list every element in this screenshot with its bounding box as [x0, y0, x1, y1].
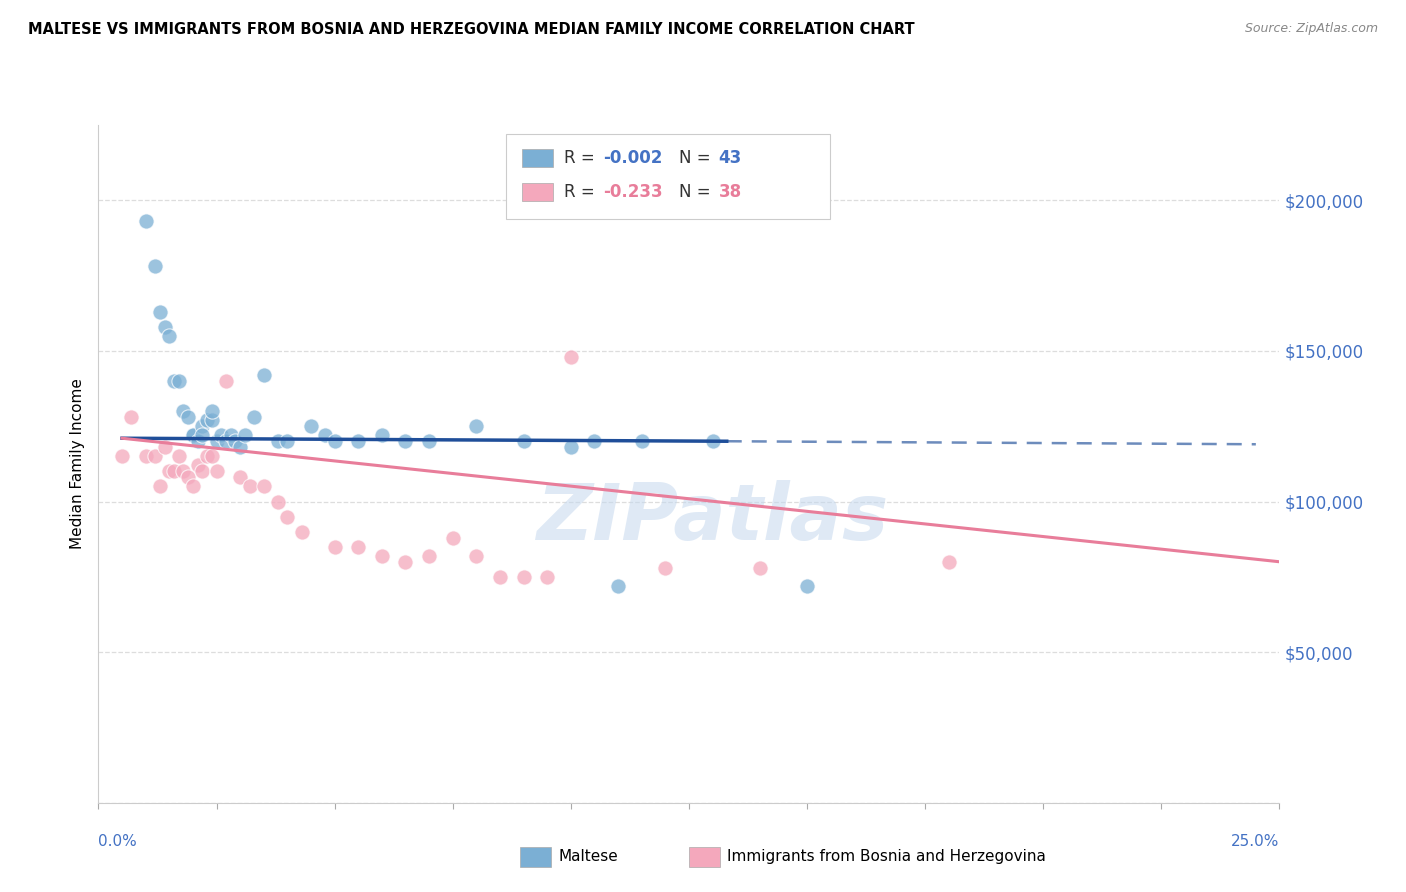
Point — [560, 350, 582, 364]
Point — [560, 440, 582, 454]
Point — [181, 428, 204, 442]
Point — [441, 531, 464, 545]
Text: 43: 43 — [718, 149, 742, 167]
Point — [163, 374, 186, 388]
Point — [239, 479, 262, 493]
Point — [607, 579, 630, 593]
Point — [177, 410, 200, 425]
Text: N =: N = — [679, 183, 716, 201]
Text: ZIPatlas: ZIPatlas — [537, 480, 889, 556]
Point — [702, 434, 724, 449]
Point — [143, 450, 166, 464]
Point — [205, 434, 228, 449]
Point — [465, 419, 488, 434]
Point — [512, 570, 534, 584]
Point — [163, 464, 186, 478]
Point — [243, 410, 266, 425]
Point — [267, 434, 290, 449]
Point — [394, 434, 416, 449]
Point — [195, 450, 218, 464]
Point — [465, 549, 488, 563]
Point — [347, 540, 370, 554]
Text: N =: N = — [679, 149, 716, 167]
Point — [111, 450, 134, 464]
Point — [187, 458, 209, 473]
Text: Maltese: Maltese — [558, 849, 617, 863]
Point — [143, 260, 166, 274]
Point — [181, 479, 204, 493]
Point — [187, 434, 209, 449]
Text: 38: 38 — [718, 183, 741, 201]
Text: -0.233: -0.233 — [603, 183, 662, 201]
Point — [748, 561, 770, 575]
Text: R =: R = — [564, 183, 600, 201]
Point — [157, 328, 180, 343]
Point — [167, 450, 190, 464]
Point — [201, 413, 224, 427]
Point — [654, 561, 676, 575]
Point — [418, 549, 440, 563]
Point — [796, 579, 818, 593]
Point — [219, 428, 242, 442]
Point — [276, 434, 298, 449]
Text: Immigrants from Bosnia and Herzegovina: Immigrants from Bosnia and Herzegovina — [727, 849, 1046, 863]
Point — [314, 428, 336, 442]
Point — [583, 434, 606, 449]
Point — [229, 470, 252, 484]
Point — [149, 304, 172, 318]
Point — [290, 524, 312, 539]
Point — [153, 440, 176, 454]
Point — [167, 374, 190, 388]
Text: MALTESE VS IMMIGRANTS FROM BOSNIA AND HERZEGOVINA MEDIAN FAMILY INCOME CORRELATI: MALTESE VS IMMIGRANTS FROM BOSNIA AND HE… — [28, 22, 915, 37]
Point — [371, 549, 394, 563]
Point — [149, 479, 172, 493]
Point — [347, 434, 370, 449]
Point — [205, 464, 228, 478]
Text: R =: R = — [564, 149, 600, 167]
Point — [191, 419, 214, 434]
Point — [233, 428, 256, 442]
Point — [172, 464, 194, 478]
Point — [209, 428, 232, 442]
Point — [201, 450, 224, 464]
Point — [536, 570, 558, 584]
Point — [630, 434, 652, 449]
Point — [177, 470, 200, 484]
Point — [181, 428, 204, 442]
Text: 25.0%: 25.0% — [1232, 834, 1279, 849]
Point — [201, 404, 224, 418]
Point — [267, 494, 290, 508]
Point — [195, 413, 218, 427]
Point — [153, 319, 176, 334]
Point — [418, 434, 440, 449]
Point — [157, 464, 180, 478]
Point — [135, 214, 157, 228]
Point — [224, 434, 246, 449]
Text: -0.002: -0.002 — [603, 149, 662, 167]
Point — [191, 464, 214, 478]
Point — [191, 428, 214, 442]
Point — [371, 428, 394, 442]
Y-axis label: Median Family Income: Median Family Income — [70, 378, 86, 549]
Point — [229, 440, 252, 454]
Point — [172, 404, 194, 418]
Point — [215, 434, 238, 449]
Point — [276, 509, 298, 524]
Point — [253, 368, 276, 382]
Point — [938, 555, 960, 569]
Point — [299, 419, 322, 434]
Point — [215, 374, 238, 388]
Point — [253, 479, 276, 493]
Text: 0.0%: 0.0% — [98, 834, 138, 849]
Point — [489, 570, 512, 584]
Point — [512, 434, 534, 449]
Point — [323, 540, 346, 554]
Point — [121, 410, 143, 425]
Text: Source: ZipAtlas.com: Source: ZipAtlas.com — [1244, 22, 1378, 36]
Point — [135, 450, 157, 464]
Point — [323, 434, 346, 449]
Point — [394, 555, 416, 569]
